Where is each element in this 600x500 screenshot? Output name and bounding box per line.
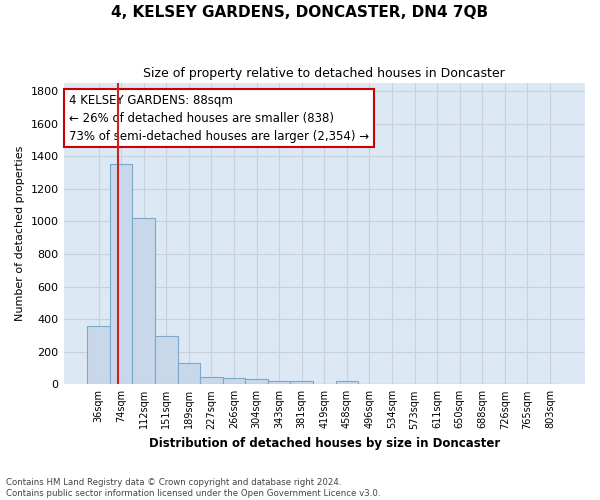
Bar xyxy=(290,382,313,384)
Text: Contains HM Land Registry data © Crown copyright and database right 2024.
Contai: Contains HM Land Registry data © Crown c… xyxy=(6,478,380,498)
Bar xyxy=(87,326,110,384)
Text: 4 KELSEY GARDENS: 88sqm
← 26% of detached houses are smaller (838)
73% of semi-d: 4 KELSEY GARDENS: 88sqm ← 26% of detache… xyxy=(69,94,369,142)
Bar xyxy=(245,379,268,384)
Bar xyxy=(223,378,245,384)
Bar xyxy=(110,164,133,384)
Bar xyxy=(335,380,358,384)
Bar xyxy=(133,218,155,384)
Y-axis label: Number of detached properties: Number of detached properties xyxy=(15,146,25,322)
Bar xyxy=(200,378,223,384)
Text: 4, KELSEY GARDENS, DONCASTER, DN4 7QB: 4, KELSEY GARDENS, DONCASTER, DN4 7QB xyxy=(112,5,488,20)
Bar xyxy=(155,336,178,384)
Title: Size of property relative to detached houses in Doncaster: Size of property relative to detached ho… xyxy=(143,68,505,80)
Bar xyxy=(268,380,290,384)
X-axis label: Distribution of detached houses by size in Doncaster: Distribution of detached houses by size … xyxy=(149,437,500,450)
Bar xyxy=(178,363,200,384)
